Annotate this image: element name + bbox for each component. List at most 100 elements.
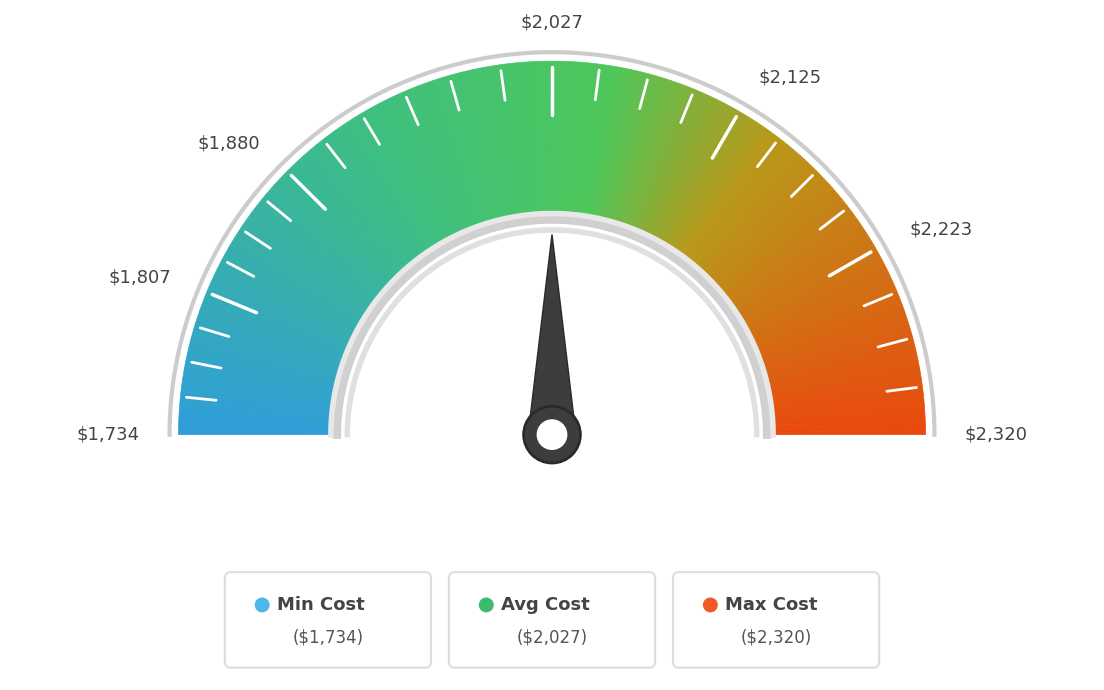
- Wedge shape: [498, 65, 523, 221]
- Wedge shape: [188, 349, 342, 388]
- Wedge shape: [704, 170, 819, 284]
- Wedge shape: [179, 427, 337, 433]
- Wedge shape: [739, 248, 878, 329]
- Wedge shape: [572, 63, 591, 221]
- Wedge shape: [393, 95, 463, 240]
- Wedge shape: [648, 100, 722, 243]
- Wedge shape: [548, 61, 552, 219]
- Wedge shape: [201, 304, 350, 362]
- Wedge shape: [762, 349, 916, 388]
- Wedge shape: [756, 315, 907, 368]
- Polygon shape: [528, 235, 576, 435]
- Wedge shape: [766, 400, 924, 417]
- Wedge shape: [745, 272, 890, 343]
- Wedge shape: [372, 106, 450, 246]
- Wedge shape: [285, 170, 400, 284]
- Wedge shape: [490, 66, 519, 222]
- Wedge shape: [735, 238, 871, 323]
- Wedge shape: [732, 231, 868, 319]
- Wedge shape: [737, 244, 875, 327]
- Wedge shape: [583, 65, 611, 222]
- Wedge shape: [317, 142, 418, 268]
- Wedge shape: [190, 338, 344, 381]
- Wedge shape: [567, 62, 583, 220]
- Wedge shape: [625, 83, 682, 233]
- Wedge shape: [637, 92, 704, 238]
- Wedge shape: [686, 142, 787, 268]
- Wedge shape: [654, 106, 732, 246]
- Wedge shape: [705, 173, 821, 286]
- Wedge shape: [758, 326, 911, 375]
- Wedge shape: [763, 357, 919, 392]
- Wedge shape: [407, 89, 470, 236]
- Wedge shape: [691, 149, 796, 272]
- Wedge shape: [702, 168, 816, 282]
- Wedge shape: [182, 376, 340, 403]
- Text: $2,027: $2,027: [520, 13, 584, 31]
- Wedge shape: [699, 162, 810, 279]
- Wedge shape: [574, 63, 595, 221]
- Wedge shape: [275, 182, 394, 290]
- Wedge shape: [180, 404, 338, 419]
- Wedge shape: [696, 157, 805, 276]
- Wedge shape: [296, 159, 406, 278]
- Wedge shape: [418, 85, 477, 234]
- Wedge shape: [658, 109, 739, 248]
- Wedge shape: [563, 61, 575, 220]
- Wedge shape: [440, 77, 490, 229]
- Wedge shape: [591, 67, 622, 224]
- Wedge shape: [620, 81, 675, 231]
- Wedge shape: [765, 384, 923, 408]
- Circle shape: [523, 406, 581, 463]
- Wedge shape: [264, 194, 388, 297]
- Wedge shape: [320, 139, 421, 266]
- Wedge shape: [455, 73, 499, 227]
- Circle shape: [255, 598, 269, 613]
- Wedge shape: [425, 82, 481, 233]
- Wedge shape: [493, 65, 521, 222]
- Wedge shape: [369, 108, 448, 247]
- Wedge shape: [751, 290, 898, 353]
- Wedge shape: [267, 190, 389, 296]
- Wedge shape: [692, 152, 799, 273]
- Wedge shape: [755, 312, 906, 366]
- Wedge shape: [308, 149, 413, 272]
- Wedge shape: [605, 73, 649, 227]
- Text: $1,734: $1,734: [76, 426, 140, 444]
- Wedge shape: [339, 126, 431, 258]
- Wedge shape: [656, 108, 735, 247]
- Polygon shape: [337, 219, 767, 435]
- Wedge shape: [736, 241, 873, 325]
- Wedge shape: [607, 74, 652, 228]
- Wedge shape: [323, 137, 422, 265]
- Wedge shape: [187, 353, 342, 390]
- Wedge shape: [217, 265, 360, 339]
- Wedge shape: [252, 209, 381, 306]
- Wedge shape: [386, 99, 458, 242]
- Text: $2,223: $2,223: [910, 221, 973, 239]
- Wedge shape: [763, 361, 919, 394]
- Wedge shape: [587, 66, 618, 223]
- Wedge shape: [326, 135, 424, 264]
- Wedge shape: [262, 197, 386, 299]
- Wedge shape: [764, 373, 921, 401]
- Wedge shape: [294, 162, 405, 279]
- Wedge shape: [215, 268, 359, 341]
- Wedge shape: [669, 121, 758, 255]
- Text: ($2,027): ($2,027): [517, 629, 587, 647]
- Wedge shape: [726, 215, 857, 310]
- Wedge shape: [288, 168, 402, 282]
- Wedge shape: [715, 190, 837, 296]
- Wedge shape: [220, 262, 361, 337]
- Wedge shape: [734, 235, 870, 322]
- Wedge shape: [570, 63, 587, 221]
- Wedge shape: [311, 147, 415, 270]
- Text: Max Cost: Max Cost: [725, 596, 818, 614]
- FancyBboxPatch shape: [449, 572, 655, 668]
- Wedge shape: [742, 258, 883, 335]
- Wedge shape: [701, 165, 814, 281]
- Wedge shape: [259, 199, 385, 301]
- Wedge shape: [565, 62, 580, 220]
- Wedge shape: [644, 97, 714, 241]
- Wedge shape: [724, 212, 854, 308]
